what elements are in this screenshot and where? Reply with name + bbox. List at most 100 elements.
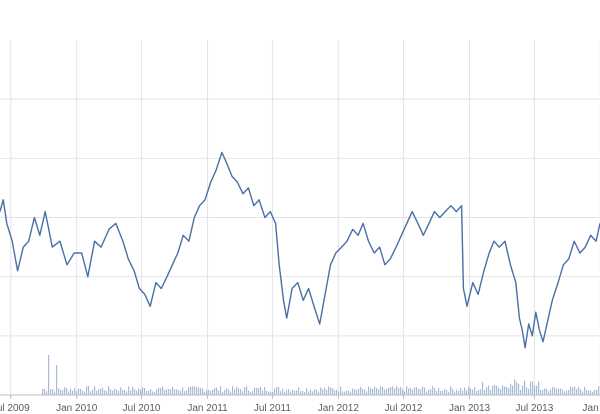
volume-bar: [50, 389, 52, 395]
volume-bar: [584, 386, 586, 395]
volume-bar: [418, 388, 420, 395]
volume-bar: [464, 387, 466, 395]
volume-bar: [452, 388, 454, 395]
volume-bar: [116, 390, 118, 395]
volume-bar: [222, 391, 224, 395]
volume-bar: [230, 391, 232, 395]
volume-bar: [128, 386, 130, 395]
volume-bar: [526, 387, 528, 395]
x-tick-label: Jul 2012: [385, 403, 423, 414]
volume-bar: [184, 391, 186, 395]
volume-bar: [144, 388, 146, 395]
volume-bar: [340, 386, 342, 395]
volume-bar: [168, 389, 170, 395]
volume-bar: [148, 390, 150, 395]
volume-bar: [410, 388, 412, 395]
volume-bar: [516, 382, 518, 395]
volume-bar: [508, 388, 510, 395]
volume-bar: [110, 389, 112, 395]
volume-bar: [254, 387, 256, 395]
volume-bar: [152, 391, 154, 395]
volume-bar: [164, 390, 166, 395]
volume-bar: [590, 390, 592, 395]
volume-bar: [276, 387, 278, 395]
volume-bar: [178, 390, 180, 395]
volume-bar: [270, 391, 272, 395]
x-tick-label: Jan 2012: [318, 403, 360, 414]
volume-bar: [44, 388, 46, 395]
volume-bar: [328, 386, 330, 395]
volume-bar: [404, 391, 406, 395]
x-tick-label: Jan 2013: [449, 403, 491, 414]
volume-bar: [542, 389, 544, 395]
volume-bar: [456, 389, 458, 395]
volume-bar: [364, 389, 366, 395]
volume-bar: [48, 355, 50, 395]
volume-bar: [486, 387, 488, 395]
volume-bar: [558, 388, 560, 395]
volume-bar: [332, 388, 334, 395]
x-tick-label: Jan 2010: [56, 403, 98, 414]
volume-bar: [250, 391, 252, 395]
volume-bar: [100, 388, 102, 395]
volume-bar: [444, 388, 446, 395]
volume-bar: [300, 391, 302, 395]
volume-bar: [596, 389, 598, 395]
volume-bar: [348, 390, 350, 395]
volume-bar: [520, 389, 522, 395]
volume-bar: [318, 391, 320, 395]
volume-bar: [102, 387, 104, 395]
volume-bar: [240, 389, 242, 395]
volume-bar: [492, 385, 494, 395]
volume-bar: [192, 386, 194, 395]
x-tick-label: Jul 2009: [0, 403, 30, 414]
volume-bar: [380, 386, 382, 395]
volume-bar: [424, 387, 426, 395]
volume-bar: [440, 390, 442, 395]
volume-bar: [316, 389, 318, 395]
volume-bar: [66, 388, 68, 395]
volume-bar: [92, 389, 94, 395]
volume-bar: [212, 389, 214, 395]
volume-bar: [60, 389, 62, 395]
volume-bar: [154, 391, 156, 395]
volume-bar: [580, 389, 582, 395]
volume-bar: [366, 391, 368, 395]
volume-bar: [358, 388, 360, 395]
volume-bar: [338, 391, 340, 395]
volume-bar: [376, 387, 378, 395]
volume-bar: [120, 387, 122, 395]
volume-bar: [414, 387, 416, 395]
volume-bar: [502, 385, 504, 395]
volume-bar: [86, 386, 88, 395]
volume-bar: [182, 387, 184, 395]
volume-bar: [80, 389, 82, 395]
volume-bar: [74, 387, 76, 395]
volume-bar: [234, 389, 236, 395]
volume-bar: [326, 389, 328, 395]
volume-bar: [320, 387, 322, 395]
volume-bar: [118, 391, 120, 395]
volume-bar: [198, 387, 200, 395]
volume-bar: [572, 387, 574, 395]
volume-bar: [176, 389, 178, 395]
volume-bar: [310, 389, 312, 395]
volume-bar: [386, 389, 388, 395]
volume-bar: [388, 387, 390, 395]
volume-bar: [522, 385, 524, 395]
volume-bar: [106, 390, 108, 395]
volume-bar: [470, 388, 472, 395]
volume-bar: [432, 386, 434, 395]
volume-bar: [474, 387, 476, 395]
volume-bar: [544, 388, 546, 395]
volume-bar: [566, 391, 568, 395]
volume-bar: [42, 389, 44, 395]
volume-bar: [390, 387, 392, 395]
volume-bar: [482, 382, 484, 395]
volume-bar: [382, 386, 384, 395]
volume-bar: [266, 390, 268, 395]
volume-bar: [142, 387, 144, 395]
volume-bar: [292, 389, 294, 395]
volume-bar: [302, 391, 304, 395]
